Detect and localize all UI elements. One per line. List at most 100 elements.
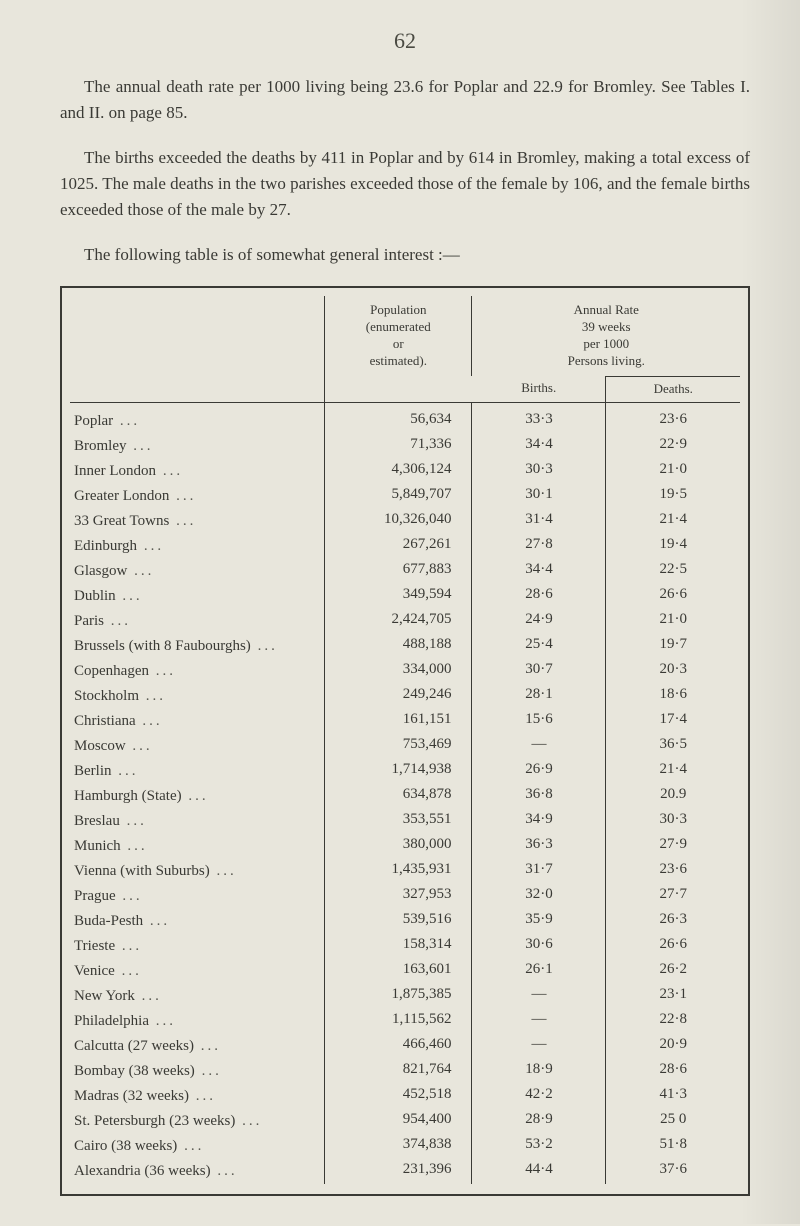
cell-population: 488,188 — [325, 634, 472, 659]
cell-population: 821,764 — [325, 1059, 472, 1084]
cell-deaths: 21·4 — [606, 509, 740, 534]
cell-population: 1,714,938 — [325, 759, 472, 784]
cell-city: Buda-Pesth — [70, 909, 325, 934]
table-row: St. Petersburgh (23 weeks)954,40028·925 … — [70, 1109, 740, 1134]
table-row: Edinburgh267,26127·819·4 — [70, 534, 740, 559]
cell-deaths: 19·4 — [606, 534, 740, 559]
cell-births: 36·8 — [472, 784, 606, 809]
cell-births: 42·2 — [472, 1084, 606, 1109]
document-page: 62 The annual death rate per 1000 living… — [0, 0, 800, 1226]
cell-deaths: 51·8 — [606, 1134, 740, 1159]
cell-deaths: 26·6 — [606, 934, 740, 959]
header-annual-rate: Annual Rate 39 weeks per 1000 Persons li… — [472, 296, 740, 376]
cell-births: 35·9 — [472, 909, 606, 934]
cell-population: 1,875,385 — [325, 984, 472, 1009]
cell-deaths: 23·6 — [606, 859, 740, 884]
cell-city: Bombay (38 weeks) — [70, 1059, 325, 1084]
cell-city: New York — [70, 984, 325, 1009]
cell-population: 452,518 — [325, 1084, 472, 1109]
cell-deaths: 23·1 — [606, 984, 740, 1009]
cell-births: 30·1 — [472, 484, 606, 509]
cell-city: Breslau — [70, 809, 325, 834]
cell-births: 32·0 — [472, 884, 606, 909]
cell-deaths: 37·6 — [606, 1159, 740, 1184]
table-row: Buda-Pesth539,51635·926·3 — [70, 909, 740, 934]
cell-city: Glasgow — [70, 559, 325, 584]
cell-births: 25·4 — [472, 634, 606, 659]
cell-city: Copenhagen — [70, 659, 325, 684]
cell-deaths: 23·6 — [606, 409, 740, 434]
cell-births: 15·6 — [472, 709, 606, 734]
cell-deaths: 26·3 — [606, 909, 740, 934]
table-row: Prague327,95332·027·7 — [70, 884, 740, 909]
cell-births: 31·7 — [472, 859, 606, 884]
cell-population: 56,634 — [325, 409, 472, 434]
cell-city: Dublin — [70, 584, 325, 609]
cell-births: 27·8 — [472, 534, 606, 559]
cell-births: 24·9 — [472, 609, 606, 634]
cell-deaths: 36·5 — [606, 734, 740, 759]
cell-deaths: 26·2 — [606, 959, 740, 984]
cell-population: 349,594 — [325, 584, 472, 609]
table-row: Inner London4,306,12430·321·0 — [70, 459, 740, 484]
table-row: Bromley71,33634·422·9 — [70, 434, 740, 459]
rates-table-container: Population (enumerated or estimated). An… — [60, 286, 750, 1195]
cell-city: Poplar — [70, 409, 325, 434]
cell-city: Calcutta (27 weeks) — [70, 1034, 325, 1059]
cell-population: 954,400 — [325, 1109, 472, 1134]
cell-city: Trieste — [70, 934, 325, 959]
cell-population: 161,151 — [325, 709, 472, 734]
cell-births: 30·7 — [472, 659, 606, 684]
table-row: Alexandria (36 weeks)231,39644·437·6 — [70, 1159, 740, 1184]
cell-deaths: 19·7 — [606, 634, 740, 659]
cell-births: 53·2 — [472, 1134, 606, 1159]
cell-deaths: 41·3 — [606, 1084, 740, 1109]
cell-deaths: 19·5 — [606, 484, 740, 509]
cell-births: 34·4 — [472, 434, 606, 459]
table-row: Brussels (with 8 Faubourghs)488,18825·41… — [70, 634, 740, 659]
cell-births: — — [472, 1009, 606, 1034]
cell-city: Madras (32 weeks) — [70, 1084, 325, 1109]
cell-deaths: 26·6 — [606, 584, 740, 609]
cell-population: 1,115,562 — [325, 1009, 472, 1034]
cell-population: 2,424,705 — [325, 609, 472, 634]
cell-city: Bromley — [70, 434, 325, 459]
table-row: Bombay (38 weeks)821,76418·928·6 — [70, 1059, 740, 1084]
paragraph-1: The annual death rate per 1000 living be… — [60, 74, 750, 127]
cell-population: 5,849,707 — [325, 484, 472, 509]
cell-deaths: 20.9 — [606, 784, 740, 809]
table-row: Vienna (with Suburbs)1,435,93131·723·6 — [70, 859, 740, 884]
cell-city: Cairo (38 weeks) — [70, 1134, 325, 1159]
cell-deaths: 28·6 — [606, 1059, 740, 1084]
cell-population: 374,838 — [325, 1134, 472, 1159]
cell-population: 249,246 — [325, 684, 472, 709]
cell-births: — — [472, 1034, 606, 1059]
cell-population: 539,516 — [325, 909, 472, 934]
cell-city: 33 Great Towns — [70, 509, 325, 534]
cell-population: 334,000 — [325, 659, 472, 684]
cell-population: 466,460 — [325, 1034, 472, 1059]
table-row: Copenhagen334,00030·720·3 — [70, 659, 740, 684]
cell-population: 380,000 — [325, 834, 472, 859]
cell-births: 28·6 — [472, 584, 606, 609]
cell-city: Edinburgh — [70, 534, 325, 559]
cell-deaths: 22·8 — [606, 1009, 740, 1034]
cell-births: 44·4 — [472, 1159, 606, 1184]
cell-city: St. Petersburgh (23 weeks) — [70, 1109, 325, 1134]
cell-births: 30·6 — [472, 934, 606, 959]
cell-city: Munich — [70, 834, 325, 859]
table-row: Christiana161,15115·617·4 — [70, 709, 740, 734]
cell-births: 33·3 — [472, 409, 606, 434]
table-row: Stockholm249,24628·118·6 — [70, 684, 740, 709]
table-row: Cairo (38 weeks)374,83853·251·8 — [70, 1134, 740, 1159]
cell-births: 30·3 — [472, 459, 606, 484]
cell-births: 36·3 — [472, 834, 606, 859]
cell-population: 4,306,124 — [325, 459, 472, 484]
cell-births: — — [472, 734, 606, 759]
cell-population: 163,601 — [325, 959, 472, 984]
table-row: Calcutta (27 weeks)466,460—20·9 — [70, 1034, 740, 1059]
cell-births: 28·1 — [472, 684, 606, 709]
table-row: 33 Great Towns10,326,04031·421·4 — [70, 509, 740, 534]
header-blank — [70, 296, 325, 402]
table-row: Breslau353,55134·930·3 — [70, 809, 740, 834]
